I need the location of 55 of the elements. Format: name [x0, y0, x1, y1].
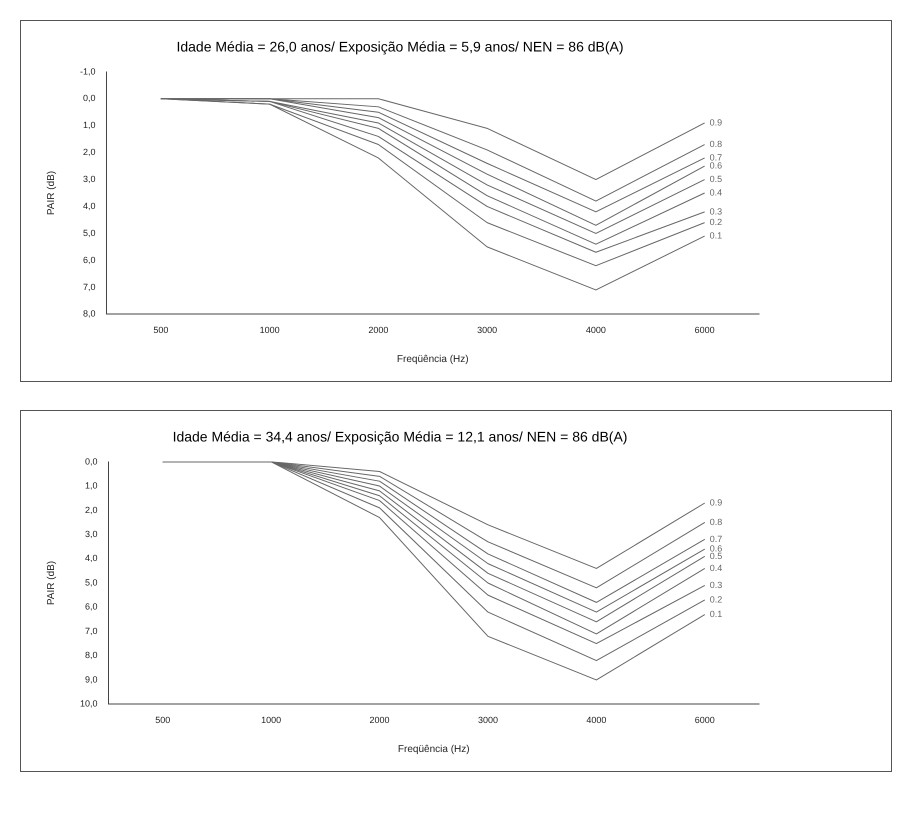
x-tick-label: 1000 [261, 715, 282, 726]
y-tick-label: -1,0 [80, 66, 96, 76]
series-label: 0.3 [710, 206, 722, 216]
y-tick-label: 7,0 [85, 626, 98, 636]
series-label: 0.1 [710, 230, 722, 241]
y-tick-label: 3,0 [85, 529, 98, 540]
series-label: 0.4 [710, 187, 722, 198]
x-tick-label: 3000 [477, 325, 498, 336]
x-tick-label: 500 [153, 325, 168, 336]
y-tick-label: 5,0 [82, 228, 96, 238]
x-tick-label: 6000 [694, 325, 715, 336]
y-tick-label: 2,0 [85, 504, 98, 515]
y-tick-label: 4,0 [82, 200, 96, 211]
x-tick-label: 2000 [370, 715, 390, 726]
series-label: 0.9 [710, 497, 722, 508]
x-tick-label: 1000 [260, 325, 280, 336]
x-tick-label: 6000 [694, 715, 715, 726]
y-tick-label: 4,0 [85, 553, 98, 564]
series-label: 0.9 [710, 117, 722, 128]
y-axis-title: PAIR (dB) [46, 560, 57, 606]
series-label: 0.6 [710, 160, 722, 171]
y-tick-label: 1,0 [82, 120, 96, 130]
y-tick-label: 0,0 [82, 93, 96, 104]
x-tick-label: 4000 [586, 325, 606, 336]
y-tick-label: 2,0 [82, 147, 96, 158]
y-tick-label: 8,0 [82, 308, 96, 319]
x-tick-label: 3000 [478, 715, 498, 726]
y-tick-label: 9,0 [85, 674, 98, 684]
series-label: 0.2 [710, 594, 722, 604]
series-label: 0.8 [710, 516, 722, 527]
chart-title: Idade Média = 34,4 anos/ Exposição Média = 12,1 anos/ NEN = 86 dB(A) [172, 428, 628, 444]
series-label: 0.2 [710, 217, 722, 228]
series-label: 0.3 [710, 580, 722, 590]
y-axis-title: PAIR (dB) [46, 170, 57, 216]
y-tick-label: 6,0 [85, 602, 98, 612]
y-tick-label: 3,0 [82, 174, 96, 184]
x-tick-label: 2000 [368, 325, 388, 336]
y-tick-label: 10,0 [80, 698, 98, 709]
series-label: 0.7 [710, 534, 722, 544]
series-label: 0.5 [710, 174, 722, 184]
series-label: 0.7 [710, 152, 722, 162]
series-label: 0.8 [710, 139, 722, 150]
y-tick-label: 5,0 [85, 577, 98, 588]
y-tick-label: 7,0 [82, 282, 96, 292]
y-tick-label: 8,0 [85, 650, 98, 660]
x-tick-label: 4000 [586, 715, 606, 726]
x-axis-title: Freqüência (Hz) [396, 354, 469, 365]
chart-title: Idade Média = 26,0 anos/ Exposição Média = 5,9 anos/ NEN = 86 dB(A) [176, 38, 624, 54]
y-tick-label: 1,0 [85, 480, 98, 491]
series-label: 0.4 [710, 562, 722, 573]
series-label: 0.1 [710, 608, 722, 619]
x-tick-label: 500 [155, 715, 170, 726]
y-tick-label: 6,0 [82, 254, 96, 265]
y-tick-label: 0,0 [85, 456, 98, 466]
x-axis-title: Freqüência (Hz) [398, 744, 470, 755]
